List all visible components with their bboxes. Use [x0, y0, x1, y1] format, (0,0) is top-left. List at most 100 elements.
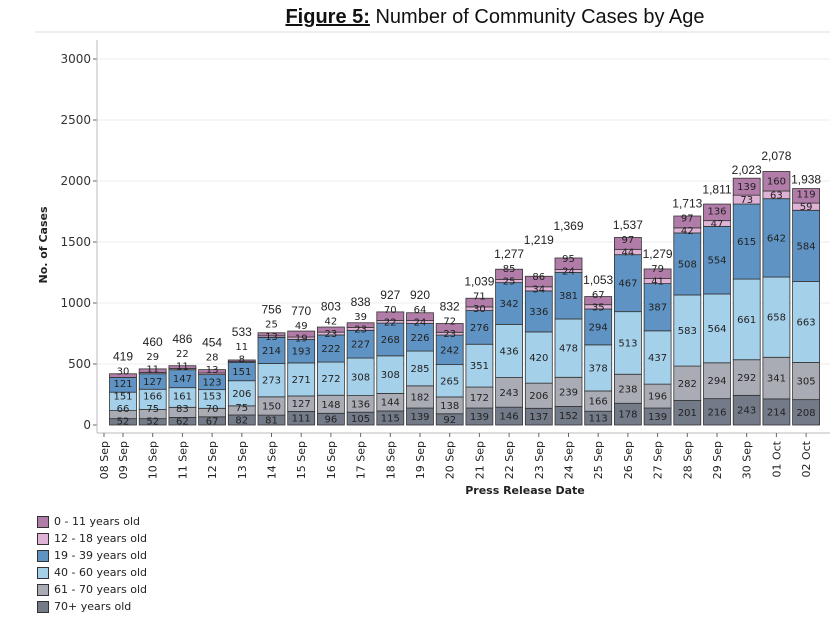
data-label: 11 — [176, 362, 189, 373]
data-label: 206 — [232, 389, 251, 400]
data-label: 663 — [797, 317, 816, 328]
bar-segment — [495, 282, 524, 325]
bar-segments — [643, 268, 672, 426]
bar-segment — [673, 294, 702, 367]
data-label: 139 — [648, 412, 667, 423]
data-label: 136 — [707, 207, 726, 218]
bar-segment — [703, 293, 731, 364]
x-tick-label: 10 Sep — [147, 441, 160, 479]
data-label: 146 — [500, 412, 519, 423]
total-label: 460 — [143, 335, 163, 349]
data-label: 268 — [381, 335, 400, 346]
data-label: 467 — [618, 279, 637, 290]
total-label: 1,219 — [524, 233, 554, 247]
bar-segment — [554, 318, 583, 378]
data-label: 13 — [206, 365, 219, 376]
bar-segments — [168, 365, 197, 426]
data-label: 92 — [443, 415, 456, 426]
data-label: 282 — [678, 379, 697, 390]
data-label: 39 — [354, 312, 367, 323]
data-label: 28 — [206, 353, 219, 364]
x-tick-label: 25 Sep — [592, 441, 605, 479]
bar-segment — [524, 331, 553, 384]
total-label: 1,053 — [583, 273, 613, 287]
data-label: 144 — [381, 398, 400, 409]
legend-label: 40 - 60 years old — [54, 566, 147, 579]
data-label: 420 — [529, 353, 548, 364]
data-label: 79 — [651, 264, 664, 275]
legend-label: 12 - 18 years old — [54, 532, 147, 545]
data-label: 139 — [737, 182, 756, 193]
data-label: 49 — [295, 321, 308, 332]
figure-number: Figure 5: — [285, 6, 370, 28]
data-label: 351 — [470, 361, 489, 372]
bar-labels: 152 239 478 381 24 95 — [559, 254, 578, 422]
data-label: 272 — [321, 374, 340, 385]
x-axis: 08 Sep 09 Sep 10 Sep 11 Sep 12 Sep 13 Sep 14 S… — [97, 432, 830, 479]
bar-segment — [703, 225, 731, 295]
x-tick-label: 14 Sep — [266, 441, 279, 479]
data-label: 661 — [737, 315, 756, 326]
data-label: 208 — [797, 408, 816, 419]
bar-segments — [524, 275, 553, 426]
bar-segment — [732, 278, 761, 361]
bar-segment — [465, 297, 494, 308]
bar-segment — [584, 296, 613, 306]
bar-segments — [584, 296, 613, 426]
bar-segment — [287, 330, 316, 338]
total-label: 1,713 — [672, 196, 702, 210]
bar-segments — [614, 237, 642, 426]
data-label: 341 — [767, 374, 786, 385]
bar-labels: 111 127 271 193 19 49 — [292, 321, 311, 425]
y-tick-label: 1500 — [60, 235, 91, 249]
data-label: 42 — [325, 317, 338, 328]
title-text: Number of Community Cases by Age — [375, 6, 705, 28]
bar-segment — [673, 232, 702, 296]
legend-swatch — [37, 583, 49, 596]
bar-segment — [346, 322, 375, 328]
total-label: 2,078 — [761, 149, 791, 163]
bar-segments — [465, 297, 494, 426]
legend-item: 0 - 11 years old — [37, 513, 147, 530]
bar-segment — [703, 203, 731, 222]
data-label: 97 — [681, 213, 694, 224]
data-label: 97 — [622, 235, 635, 246]
bar-labels: 178 238 513 467 44 97 — [618, 235, 637, 421]
data-label: 121 — [113, 379, 132, 390]
bar-segments — [792, 188, 820, 426]
bar-segments — [198, 369, 227, 426]
legend-swatch — [37, 549, 49, 562]
bar-segment — [138, 368, 167, 373]
legend-label: 61 - 70 years old — [54, 583, 147, 596]
data-label: 25 — [503, 277, 516, 288]
data-label: 127 — [292, 399, 311, 410]
bar-labels: 139 182 285 226 24 64 — [410, 305, 429, 423]
bar-segment — [762, 398, 791, 426]
data-label: 342 — [500, 299, 519, 310]
data-label: 436 — [500, 346, 519, 357]
data-label: 166 — [143, 392, 162, 403]
x-tick-label: 08 Sep — [98, 441, 111, 479]
data-label: 437 — [648, 353, 667, 364]
bar-segment — [376, 322, 405, 357]
legend-label: 70+ years old — [54, 600, 132, 613]
bar-stack-28-sep: 201 282 583 508 42 97 1,713 — [672, 196, 703, 426]
y-tick-label: 0 — [83, 418, 91, 432]
data-label: 161 — [173, 392, 192, 403]
data-label: 222 — [321, 344, 340, 355]
x-tick-label: 26 Sep — [622, 441, 635, 479]
bar-segment — [406, 323, 434, 352]
data-label: 182 — [410, 392, 429, 403]
data-label: 75 — [146, 404, 159, 415]
total-label: 1,938 — [791, 173, 821, 187]
data-label: 151 — [113, 392, 132, 403]
x-tick-label: 24 Sep — [563, 441, 576, 479]
data-label: 127 — [143, 377, 162, 388]
